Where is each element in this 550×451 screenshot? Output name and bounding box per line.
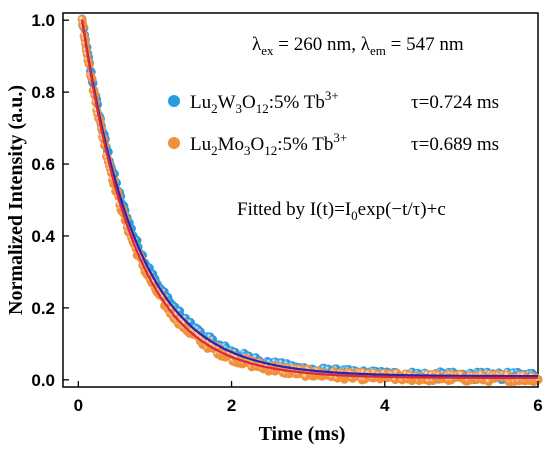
- legend-marker-series-1: [168, 95, 180, 107]
- y-axis-title: Normalized Intensity (a.u.): [5, 85, 27, 315]
- y-tick-label: 0.6: [31, 155, 55, 174]
- x-tick-label: 0: [74, 396, 83, 415]
- legend-tau-series-2: τ=0.689 ms: [411, 134, 499, 155]
- fit-curve-series-1: [81, 20, 539, 378]
- y-tick-label: 1.0: [31, 11, 55, 30]
- y-axis-ticks: 0.0 0.2 0.4 0.6 0.8 1.0: [31, 11, 69, 390]
- x-tick-label: 2: [227, 396, 236, 415]
- x-tick-label: 4: [380, 396, 390, 415]
- legend: Lu2W3O12:5% Tb3+ τ=0.724 ms Lu2Mo3O12:5%…: [168, 88, 499, 158]
- fit-formula-annotation: Fitted by I(t)=I0exp(−t/τ)+c: [237, 199, 446, 223]
- y-tick-label: 0.8: [31, 83, 55, 102]
- plot-frame: [62, 12, 539, 388]
- x-axis-title: Time (ms): [259, 423, 346, 445]
- fit-curves: [81, 20, 539, 380]
- y-tick-label: 0.2: [31, 299, 55, 318]
- legend-tau-series-1: τ=0.724 ms: [411, 92, 499, 113]
- legend-label-series-2: Lu2Mo3O12:5% Tb3+: [190, 130, 347, 158]
- x-axis-ticks: 0 2 4 6: [74, 381, 543, 415]
- x-tick-label: 6: [533, 396, 542, 415]
- y-tick-label: 0.4: [31, 227, 55, 246]
- fit-curve-series-2: [81, 20, 539, 380]
- legend-label-series-1: Lu2W3O12:5% Tb3+: [190, 88, 339, 116]
- legend-marker-series-2: [168, 137, 180, 149]
- y-tick-label: 0.0: [31, 371, 55, 390]
- excitation-annotation: λex = 260 nm, λem = 547 nm: [252, 34, 464, 58]
